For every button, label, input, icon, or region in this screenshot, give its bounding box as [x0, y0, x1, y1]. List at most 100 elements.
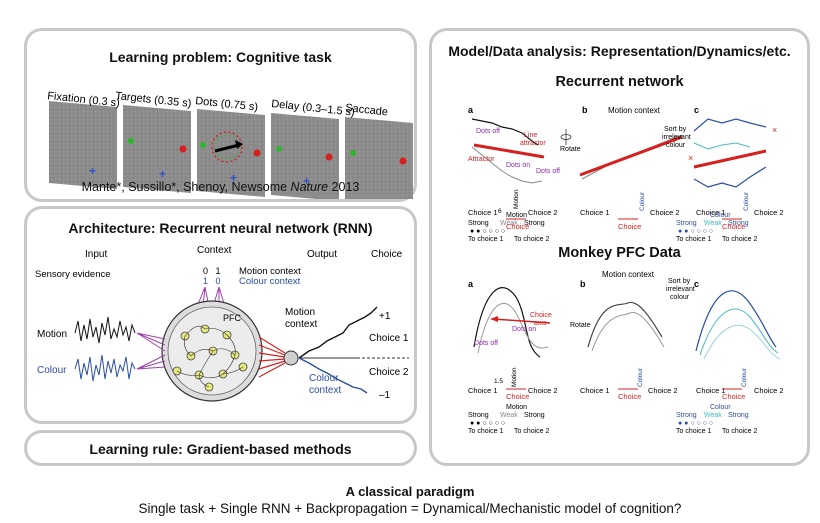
target-red — [179, 145, 187, 153]
choice-2-label: Choice 2 — [369, 367, 409, 378]
colour-context-label: Colour context — [239, 276, 301, 287]
task-panel: Learning problem: Cognitive task Fixatio… — [24, 28, 417, 202]
svg-text:Choice: Choice — [506, 222, 529, 231]
col-input: Input — [85, 249, 107, 260]
epoch-label-saccade: Saccade — [345, 102, 389, 118]
screen-fixation: Fixation (0.3 s) + — [47, 90, 120, 189]
choice-1-label: Choice 1 — [369, 333, 409, 344]
motion-context-label: Motion context — [239, 266, 301, 277]
out-motion-context-1: Motion — [285, 307, 315, 318]
motion-input-trace — [74, 316, 136, 344]
sensory-evidence: Sensory evidence — [35, 269, 111, 280]
task-epochs-diagram: Fixation (0.3 s) + Targets (0.35 s) + Do… — [47, 90, 413, 199]
svg-text:Choice 2: Choice 2 — [528, 208, 558, 217]
svg-text:Choice: Choice — [530, 312, 552, 319]
svg-text:Motion: Motion — [511, 367, 518, 387]
architecture-panel-title: Architecture: Recurrent neural network (… — [68, 220, 373, 236]
rnn-traj-a-top — [471, 118, 539, 146]
out-colour-context-1: Colour — [309, 373, 339, 384]
svg-text:Colour: Colour — [710, 404, 731, 411]
screen-targets: Targets (0.35 s) + — [115, 90, 192, 193]
svg-text:Motion: Motion — [506, 212, 527, 219]
svg-text:● ● ○ ○ ○ ○: ● ● ○ ○ ○ ○ — [470, 228, 505, 235]
context-values-bottom: 1 0 — [203, 276, 221, 286]
svg-text:Attractor: Attractor — [468, 156, 495, 163]
rnn-traj-c-1 — [693, 118, 767, 132]
svg-text:attractor: attractor — [520, 140, 546, 147]
rnn-traj-a-bottom — [471, 146, 543, 184]
svg-text:c: c — [694, 105, 699, 115]
svg-text:Dots on: Dots on — [512, 326, 536, 333]
svg-text:Dots off: Dots off — [536, 168, 560, 175]
choice-plus-one: +1 — [379, 311, 391, 322]
out-motion-context-2: context — [285, 319, 317, 330]
svg-text:Rotate: Rotate — [560, 146, 581, 153]
svg-text:Strong: Strong — [676, 412, 697, 419]
svg-text:Choice 1: Choice 1 — [580, 386, 610, 395]
svg-text:Choice 2: Choice 2 — [528, 386, 558, 395]
pfc-traj-b — [587, 301, 663, 348]
svg-text:Dots off: Dots off — [476, 128, 500, 135]
motion-context-output — [298, 306, 378, 359]
svg-text:Choice: Choice — [618, 392, 641, 401]
svg-text:Rotate: Rotate — [570, 322, 591, 329]
output-unit — [283, 350, 299, 366]
footer-line: Single task + Single RNN + Backpropagati… — [138, 501, 682, 516]
target-green — [128, 138, 134, 144]
citation: Mante*, Sussillo*, Shenoy, Newsome Natur… — [81, 180, 360, 194]
pfc-legends: Motion Strong Weak Strong ● ● ○ ○ ○ ○ To… — [468, 404, 758, 435]
svg-text:×: × — [688, 153, 693, 163]
svg-text:6: 6 — [498, 208, 502, 215]
svg-text:b: b — [582, 105, 588, 115]
motion-arrow — [214, 143, 240, 153]
svg-text:Strong: Strong — [524, 220, 545, 227]
svg-text:irrelevant: irrelevant — [666, 286, 695, 293]
svg-text:Strong: Strong — [468, 220, 489, 227]
svg-text:Line: Line — [524, 132, 537, 139]
svg-text:Sort by: Sort by — [664, 126, 687, 133]
rnn-traj-c-2 — [693, 166, 767, 188]
svg-text:To choice 2: To choice 2 — [722, 428, 758, 435]
svg-text:Sort by: Sort by — [668, 278, 691, 285]
svg-text:Motion: Motion — [506, 404, 527, 411]
pfc-heading: Monkey PFC Data — [558, 245, 681, 261]
svg-text:×: × — [772, 125, 777, 135]
svg-text:To choice 1: To choice 1 — [676, 236, 712, 243]
svg-text:Choice 1: Choice 1 — [696, 208, 726, 217]
svg-text:Choice 2: Choice 2 — [754, 386, 784, 395]
svg-text:Dots off: Dots off — [474, 340, 498, 347]
pfc-traj-a-2 — [477, 302, 549, 354]
svg-text:Choice: Choice — [618, 222, 641, 231]
svg-text:axis: axis — [534, 320, 547, 327]
screen-saccade: Saccade — [345, 102, 413, 199]
svg-text:Choice: Choice — [722, 222, 745, 231]
col-choice: Choice — [371, 249, 403, 260]
svg-text:● ● ○ ○ ○ ○: ● ● ○ ○ ○ ○ — [470, 420, 505, 427]
svg-text:Choice 2: Choice 2 — [650, 208, 680, 217]
svg-text:1.5: 1.5 — [494, 378, 503, 385]
svg-text:colour: colour — [670, 294, 690, 301]
svg-text:Colour: Colour — [741, 367, 748, 387]
rnn-diagram: Input Context Output Choice Sensory evid… — [35, 245, 409, 402]
svg-text:Weak: Weak — [704, 220, 722, 227]
svg-text:Weak: Weak — [704, 412, 722, 419]
svg-text:Choice: Choice — [506, 392, 529, 401]
svg-text:a: a — [468, 105, 474, 115]
svg-text:● ● ○ ○ ○ ○: ● ● ○ ○ ○ ○ — [678, 420, 713, 427]
svg-text:Choice: Choice — [722, 392, 745, 401]
svg-text:Dots on: Dots on — [506, 162, 530, 169]
svg-text:Weak: Weak — [500, 220, 518, 227]
pfc-traj-a-1 — [473, 287, 541, 358]
svg-text:a: a — [468, 279, 474, 289]
svg-text:● ● ○ ○ ○ ○: ● ● ○ ○ ○ ○ — [678, 228, 713, 235]
svg-text:colour: colour — [666, 142, 686, 149]
pfc-label: PFC — [223, 313, 242, 323]
svg-text:+: + — [303, 174, 310, 188]
svg-text:Choice 1: Choice 1 — [468, 386, 498, 395]
col-output: Output — [307, 249, 337, 260]
svg-text:Weak: Weak — [500, 412, 518, 419]
svg-text:Strong: Strong — [728, 220, 749, 227]
recurrent-connections — [176, 325, 244, 388]
svg-text:Choice 2: Choice 2 — [648, 386, 678, 395]
svg-text:To choice 1: To choice 1 — [676, 428, 712, 435]
